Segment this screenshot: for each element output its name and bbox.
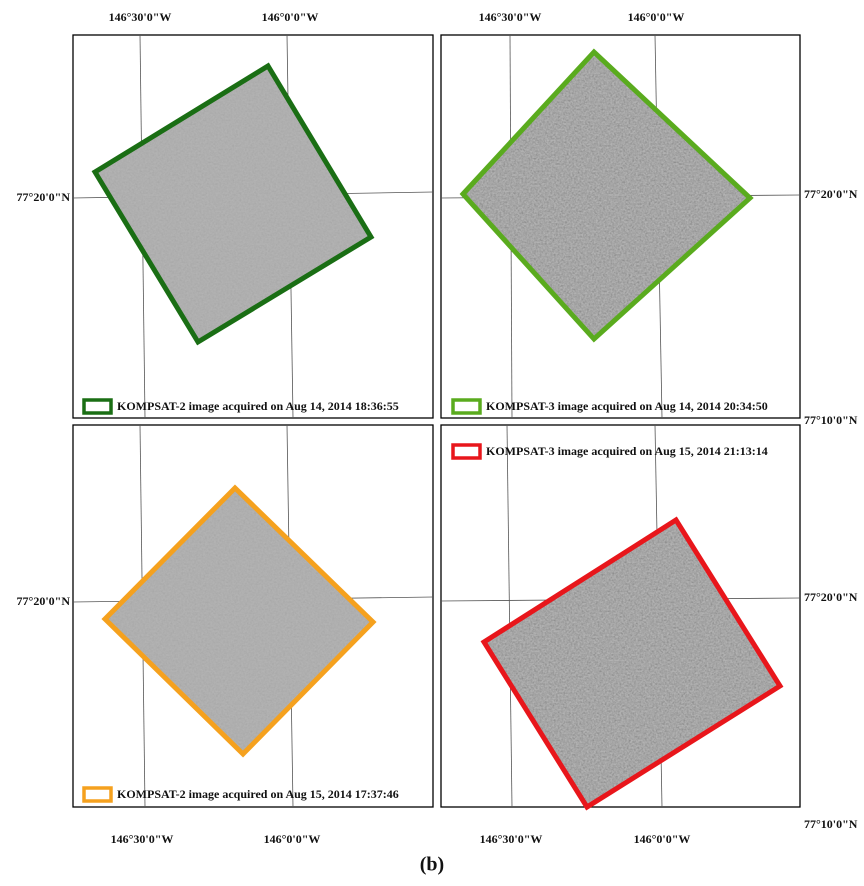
figure: KOMPSAT-2 image acquired on Aug 14, 2014… [0, 0, 864, 886]
latitude-label: 77°20'0"N [804, 187, 858, 201]
legend-label: KOMPSAT-2 image acquired on Aug 14, 2014… [117, 399, 399, 413]
longitude-label: 146°0'0"W [262, 10, 319, 24]
longitude-label: 146°0'0"W [628, 10, 685, 24]
latitude-label: 77°20'0"N [804, 590, 858, 604]
latitude-label: 77°10'0"N [804, 817, 858, 831]
caption: (b) [420, 854, 444, 876]
latitude-label: 77°20'0"N [17, 190, 71, 204]
longitude-label: 146°30'0"W [480, 832, 543, 846]
latitude-label: 77°10'0"N [804, 413, 858, 427]
legend-label: KOMPSAT-3 image acquired on Aug 15, 2014… [486, 444, 768, 458]
legend-label: KOMPSAT-2 image acquired on Aug 15, 2014… [117, 787, 399, 801]
longitude-label: 146°30'0"W [109, 10, 172, 24]
longitude-label: 146°0'0"W [634, 832, 691, 846]
longitude-label: 146°30'0"W [479, 10, 542, 24]
legend-label: KOMPSAT-3 image acquired on Aug 14, 2014… [486, 399, 768, 413]
longitude-label: 146°0'0"W [264, 832, 321, 846]
longitude-label: 146°30'0"W [111, 832, 174, 846]
latitude-label: 77°20'0"N [17, 594, 71, 608]
